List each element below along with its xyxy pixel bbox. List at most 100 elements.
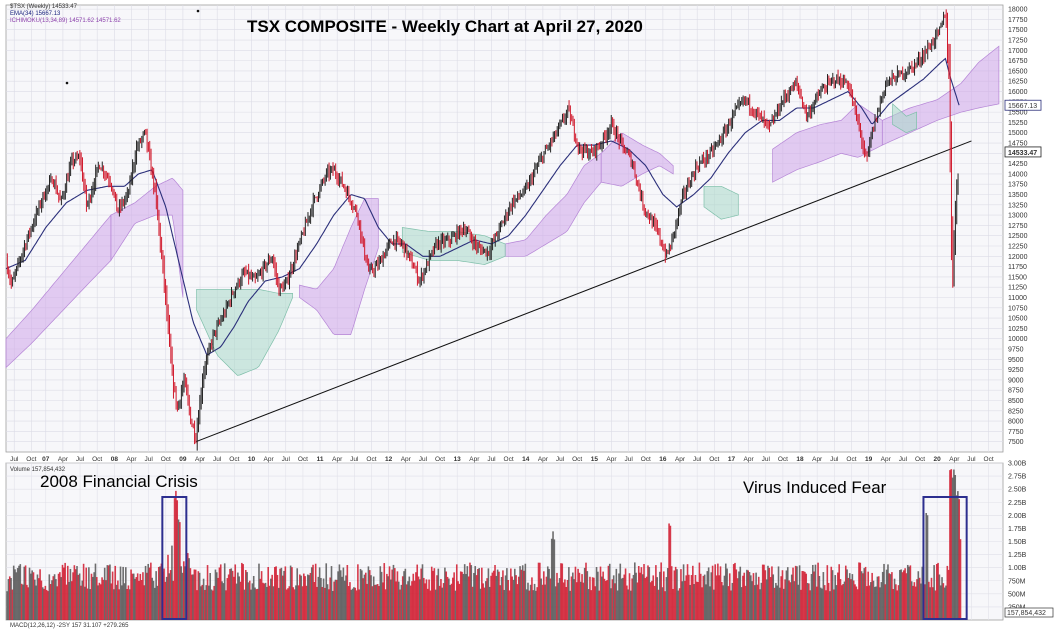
volume-bar xyxy=(189,568,192,620)
volume-bar xyxy=(212,590,214,620)
volume-bar xyxy=(93,572,95,620)
price-y-tick-label: 12000 xyxy=(1008,254,1028,261)
price-y-tick-label: 14250 xyxy=(1008,161,1028,168)
volume-bar xyxy=(610,588,612,620)
volume-bar xyxy=(666,568,669,620)
volume-bar xyxy=(317,576,320,620)
volume-bar xyxy=(22,584,24,620)
volume-bar xyxy=(291,567,293,620)
volume-bar xyxy=(251,583,254,620)
volume-bar xyxy=(219,564,222,620)
price-y-tick-label: 13500 xyxy=(1008,192,1028,199)
volume-bar xyxy=(486,578,488,620)
volume-bar xyxy=(72,572,74,620)
volume-bar xyxy=(384,589,387,620)
x-tick-label: 10 xyxy=(248,456,256,463)
volume-bar xyxy=(388,566,391,620)
x-tick-label: 15 xyxy=(591,456,599,463)
volume-bar xyxy=(140,580,143,620)
volume-bar xyxy=(275,566,277,620)
volume-bar xyxy=(247,582,250,620)
price-y-tick-label: 7750 xyxy=(1008,429,1024,436)
x-tick-label: Jul xyxy=(967,456,976,463)
volume-bar xyxy=(586,571,589,620)
price-panel: 7500 7750 8000 8250 8500 8750 9000 9250 9500 9750… xyxy=(5,4,1042,463)
x-tick-label: Jul xyxy=(830,456,839,463)
volume-bar xyxy=(521,565,524,620)
volume-bar xyxy=(800,589,802,620)
volume-bar xyxy=(357,564,359,620)
volume-bar xyxy=(462,573,465,620)
volume-bar xyxy=(543,571,545,620)
x-tick-label: Jul xyxy=(419,456,428,463)
volume-bar xyxy=(308,575,310,620)
x-tick-label: Apr xyxy=(949,456,960,463)
volume-bar xyxy=(97,585,99,620)
volume-bar xyxy=(674,566,677,620)
volume-bar xyxy=(606,580,608,620)
x-tick-label: 20 xyxy=(934,456,942,463)
volume-bar xyxy=(659,571,661,620)
volume-bar xyxy=(953,469,955,620)
volume-bar xyxy=(312,564,314,620)
volume-bar xyxy=(44,585,47,620)
volume-bar xyxy=(608,563,611,620)
volume-bar xyxy=(202,578,205,620)
volume-bar xyxy=(469,562,471,620)
x-tick-label: Jul xyxy=(76,456,85,463)
volume-y-tick-label: 2.25B xyxy=(1008,500,1027,507)
volume-bar xyxy=(20,583,23,620)
chart-title: TSX COMPOSITE - Weekly Chart at April 27… xyxy=(247,17,643,36)
volume-bar xyxy=(747,570,749,620)
volume-bar xyxy=(63,567,65,620)
volume-bar xyxy=(23,566,26,620)
volume-bar xyxy=(904,568,906,620)
volume-bar xyxy=(262,582,264,620)
volume-bar xyxy=(556,572,558,620)
volume-bar xyxy=(445,571,448,620)
volume-bar xyxy=(532,590,535,620)
volume-bar xyxy=(271,574,273,620)
volume-bar xyxy=(761,564,764,620)
volume-bar xyxy=(292,587,295,620)
volume-bar xyxy=(655,565,657,620)
volume-bar xyxy=(875,586,877,620)
volume-bar xyxy=(603,578,606,620)
volume-bar xyxy=(24,565,27,620)
volume-bar xyxy=(475,575,478,620)
volume-bar xyxy=(227,574,230,620)
volume-bar xyxy=(709,586,711,620)
volume-bar xyxy=(660,562,662,620)
volume-bar xyxy=(164,581,167,620)
volume-bar xyxy=(947,569,950,620)
volume-bar xyxy=(15,572,18,620)
volume-bar xyxy=(809,590,811,620)
volume-bar xyxy=(297,585,300,620)
volume-bar xyxy=(926,515,929,620)
volume-bar xyxy=(732,564,735,620)
volume-bar xyxy=(885,569,888,620)
volume-bar xyxy=(899,570,901,620)
volume-bar xyxy=(65,584,68,620)
volume-bar xyxy=(941,577,943,620)
volume-bar xyxy=(764,570,767,620)
volume-bar xyxy=(252,575,255,620)
volume-bar xyxy=(349,582,351,620)
volume-bar xyxy=(959,539,962,620)
volume-bar xyxy=(43,588,45,620)
x-tick-label: 19 xyxy=(865,456,873,463)
annotation-box xyxy=(161,496,188,620)
volume-bar xyxy=(825,590,827,620)
volume-bar xyxy=(846,569,848,620)
volume-bar xyxy=(798,565,801,620)
volume-bar xyxy=(366,583,368,620)
volume-bar xyxy=(186,553,189,620)
volume-bar xyxy=(569,590,571,620)
volume-bar xyxy=(35,585,37,620)
volume-bar xyxy=(305,585,308,620)
volume-bar xyxy=(206,565,209,620)
volume-bar xyxy=(957,491,959,620)
volume-bar xyxy=(405,584,408,620)
volume-bar xyxy=(156,585,159,620)
volume-bar xyxy=(314,563,317,620)
